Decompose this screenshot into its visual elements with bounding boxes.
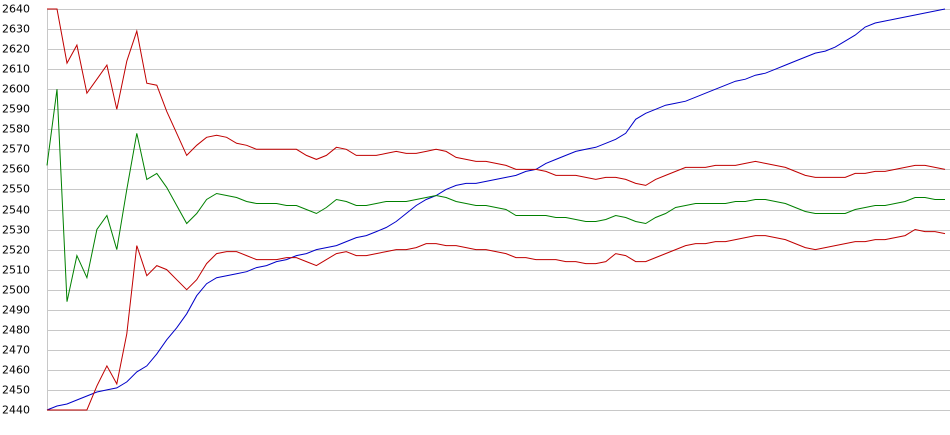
series-line xyxy=(46,8,946,411)
y-tick-label: 2490 xyxy=(2,304,30,317)
y-tick-label: 2580 xyxy=(2,123,30,136)
y-tick-label: 2600 xyxy=(2,83,30,96)
y-tick-label: 2450 xyxy=(2,384,30,397)
series-line xyxy=(46,89,945,302)
y-tick-label: 2520 xyxy=(2,244,30,257)
y-tick-label: 2500 xyxy=(2,284,30,297)
y-tick-label: 2550 xyxy=(2,183,30,196)
y-tick-label: 2590 xyxy=(2,103,30,116)
y-tick-label: 2460 xyxy=(2,364,30,377)
y-tick-label: 2540 xyxy=(2,204,30,217)
y-tick-label: 2470 xyxy=(2,344,30,357)
y-tick-label: 2570 xyxy=(2,143,30,156)
series-line xyxy=(47,8,946,186)
y-tick-label: 2530 xyxy=(2,224,30,237)
y-tick-label: 2620 xyxy=(2,43,30,56)
y-tick-label: 2480 xyxy=(2,324,30,337)
series-line xyxy=(47,228,946,411)
y-tick-label: 2510 xyxy=(2,264,30,277)
y-tick-label: 2560 xyxy=(2,163,30,176)
y-tick-label: 2640 xyxy=(2,3,30,16)
y-tick-label: 2610 xyxy=(2,63,30,76)
y-tick-label: 2630 xyxy=(2,23,30,36)
y-tick-label: 2440 xyxy=(2,404,30,417)
